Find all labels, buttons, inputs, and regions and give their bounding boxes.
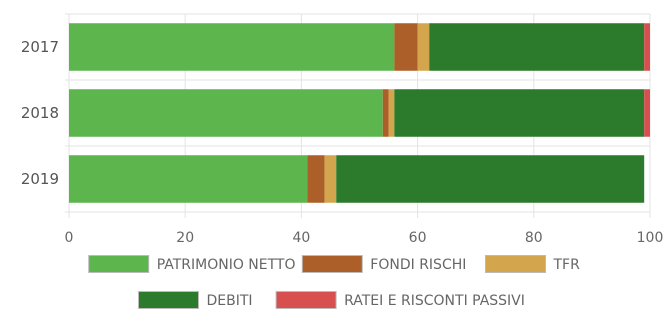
bar-segment	[69, 89, 383, 137]
category-label: 2019	[21, 170, 59, 188]
bar-segment	[69, 155, 308, 203]
bar-segment	[336, 155, 645, 203]
axis: 2017 2018 2019 0 20 40 60 80 100	[21, 38, 664, 246]
legend-label: FONDI RISCHI	[370, 257, 466, 273]
bar-segment	[382, 89, 389, 137]
category-label: 2017	[21, 38, 59, 56]
bar-segment	[417, 23, 430, 71]
bar-segment	[307, 155, 325, 203]
bar-segment	[394, 89, 645, 137]
legend-swatch	[138, 291, 199, 309]
legend-label: DEBITI	[207, 293, 253, 309]
bars	[69, 23, 650, 203]
bar-segment	[69, 23, 395, 71]
bar-segment	[324, 155, 337, 203]
legend-swatch	[275, 291, 337, 309]
bar-segment	[644, 23, 650, 71]
x-tick-label: 60	[409, 230, 427, 246]
legend-label: TFR	[553, 257, 581, 273]
x-tick-label: 0	[65, 230, 74, 246]
bar-segment	[429, 23, 645, 71]
x-tick-label: 20	[176, 230, 194, 246]
legend-swatch	[88, 255, 150, 273]
legend-swatch	[301, 255, 363, 273]
legend-swatch	[485, 255, 546, 273]
x-tick-label: 40	[292, 230, 310, 246]
x-tick-label: 80	[525, 230, 543, 246]
legend-label: PATRIMONIO NETTO	[157, 257, 296, 273]
category-label: 2018	[21, 104, 59, 122]
bar-segment	[394, 23, 418, 71]
x-tick-label: 100	[637, 230, 664, 246]
bar-segment	[644, 89, 650, 137]
legend-label: RATEI E RISCONTI PASSIVI	[344, 293, 525, 309]
legend: PATRIMONIO NETTO FONDI RISCHI TFR DEBITI RAT…	[88, 255, 581, 309]
bar-segment	[388, 89, 395, 137]
